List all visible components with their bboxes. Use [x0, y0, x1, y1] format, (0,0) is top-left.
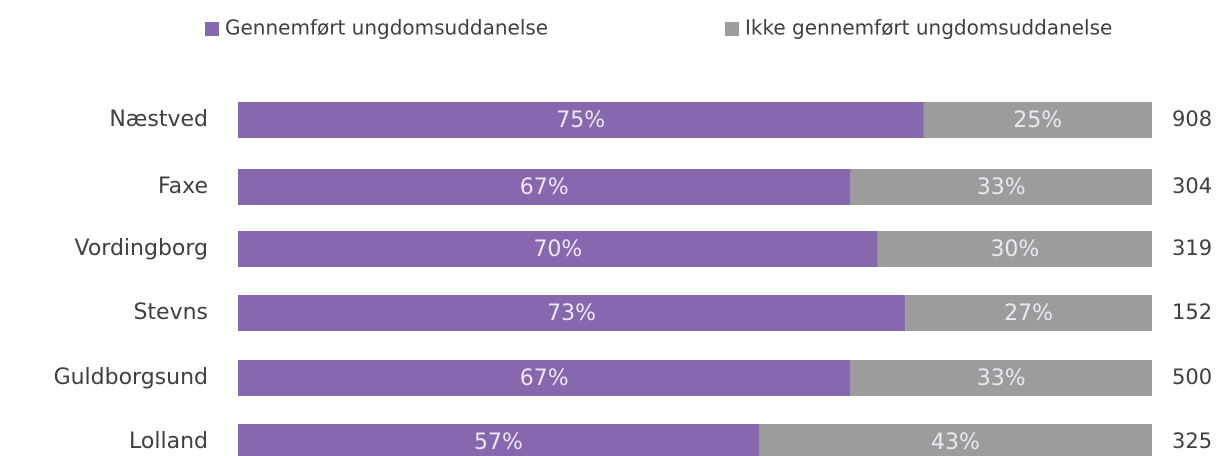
category-label: Næstved [109, 107, 208, 132]
category-label: Lolland [129, 429, 208, 454]
value-label: 67% [520, 366, 569, 391]
bar-segment [238, 360, 851, 396]
bar-segment [905, 295, 1152, 331]
value-label: 43% [931, 430, 980, 455]
total-label: 304 [1172, 174, 1212, 198]
bar-segment [877, 231, 1152, 267]
value-label: 75% [556, 108, 605, 133]
total-label: 319 [1172, 236, 1212, 260]
category-label: Guldborgsund [54, 365, 208, 390]
category-label: Vordingborg [75, 236, 209, 261]
value-label: 27% [1004, 301, 1053, 326]
legend-swatch [725, 22, 739, 36]
bar-segment [758, 424, 1152, 456]
value-label: 33% [977, 175, 1026, 200]
value-label: 33% [977, 366, 1026, 391]
bar-segment [238, 102, 924, 138]
value-label: 67% [520, 175, 569, 200]
bar-segment [238, 424, 759, 456]
value-label: 25% [1013, 108, 1062, 133]
bar-segment [238, 295, 906, 331]
legend-label: Ikke gennemført ungdomsuddanelse [745, 16, 1112, 40]
legend-swatch [205, 22, 219, 36]
total-label: 152 [1172, 300, 1212, 324]
legend-label: Gennemført ungdomsuddanelse [225, 16, 548, 40]
total-label: 500 [1172, 365, 1212, 389]
value-label: 30% [990, 237, 1039, 262]
bar-segment [238, 169, 851, 205]
value-label: 70% [533, 237, 582, 262]
total-label: 325 [1172, 429, 1212, 453]
bar-segment [850, 169, 1152, 205]
total-label: 908 [1172, 107, 1212, 131]
value-label: 57% [474, 430, 523, 455]
category-label: Faxe [158, 174, 208, 199]
category-label: Stevns [133, 300, 208, 325]
bar-segment [850, 360, 1152, 396]
value-label: 73% [547, 301, 596, 326]
bar-segment [238, 231, 878, 267]
bar-segment [923, 102, 1152, 138]
